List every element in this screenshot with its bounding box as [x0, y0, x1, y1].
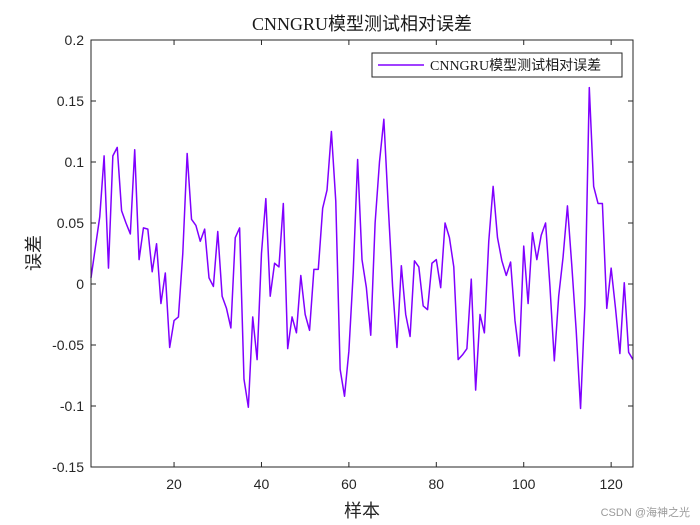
series-layer: [90, 86, 634, 410]
y-tick-label: 0.1: [65, 154, 85, 170]
series-line-0: [90, 86, 634, 410]
y-tick-label: 0.05: [57, 215, 84, 231]
x-tick-label: 60: [341, 476, 357, 492]
x-tick-label: 20: [166, 476, 182, 492]
chart-title: CNNGRU模型测试相对误差: [252, 14, 472, 34]
y-tick-label: 0.2: [65, 32, 85, 48]
y-tick-label: 0: [76, 276, 84, 292]
y-tick-label: -0.05: [52, 337, 84, 353]
x-tick-label: 80: [429, 476, 445, 492]
x-tick-label: 40: [254, 476, 270, 492]
x-tick-label: 100: [512, 476, 536, 492]
y-tick-label: -0.15: [52, 459, 84, 475]
legend-label: CNNGRU模型测试相对误差: [430, 58, 601, 74]
watermark: CSDN @海神之光: [601, 505, 690, 519]
y-tick-label: -0.1: [60, 398, 84, 414]
legend: CNNGRU模型测试相对误差: [371, 52, 623, 78]
ticks-layer: -0.15 -0.1 -0.05 0 0.05 0.1 0.15 0.2 20 40 60 80 100…: [52, 32, 633, 492]
axes-box: [90, 39, 634, 468]
y-axis-label: 误差: [24, 235, 44, 271]
y-tick-label: 0.15: [57, 93, 84, 109]
x-axis-label: 样本: [344, 501, 380, 521]
x-tick-label: 120: [599, 476, 623, 492]
